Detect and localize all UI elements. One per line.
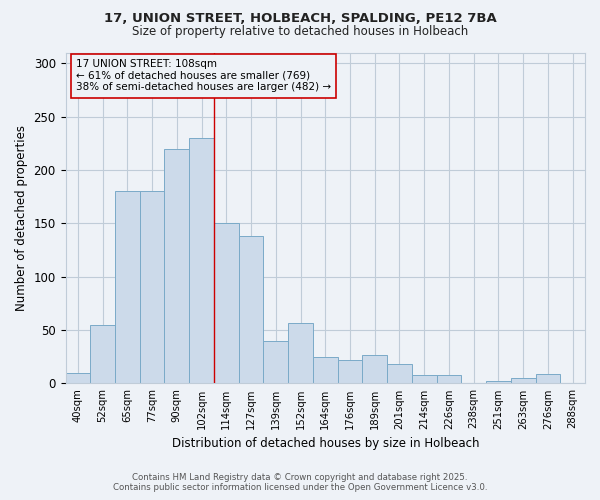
Bar — [239, 236, 263, 384]
Bar — [362, 354, 387, 384]
Text: Contains HM Land Registry data © Crown copyright and database right 2025.
Contai: Contains HM Land Registry data © Crown c… — [113, 473, 487, 492]
Bar — [437, 375, 461, 384]
Bar — [511, 378, 536, 384]
Bar — [263, 340, 288, 384]
Bar — [189, 138, 214, 384]
Bar — [140, 192, 164, 384]
Bar — [65, 373, 90, 384]
Bar — [214, 224, 239, 384]
Bar — [164, 148, 189, 384]
X-axis label: Distribution of detached houses by size in Holbeach: Distribution of detached houses by size … — [172, 437, 479, 450]
Bar — [387, 364, 412, 384]
Bar — [90, 324, 115, 384]
Bar — [536, 374, 560, 384]
Y-axis label: Number of detached properties: Number of detached properties — [15, 125, 28, 311]
Bar — [115, 192, 140, 384]
Text: 17, UNION STREET, HOLBEACH, SPALDING, PE12 7BA: 17, UNION STREET, HOLBEACH, SPALDING, PE… — [104, 12, 496, 26]
Bar — [313, 356, 338, 384]
Text: 17 UNION STREET: 108sqm
← 61% of detached houses are smaller (769)
38% of semi-d: 17 UNION STREET: 108sqm ← 61% of detache… — [76, 59, 331, 92]
Text: Size of property relative to detached houses in Holbeach: Size of property relative to detached ho… — [132, 25, 468, 38]
Bar — [412, 375, 437, 384]
Bar — [338, 360, 362, 384]
Bar — [486, 382, 511, 384]
Bar — [288, 322, 313, 384]
